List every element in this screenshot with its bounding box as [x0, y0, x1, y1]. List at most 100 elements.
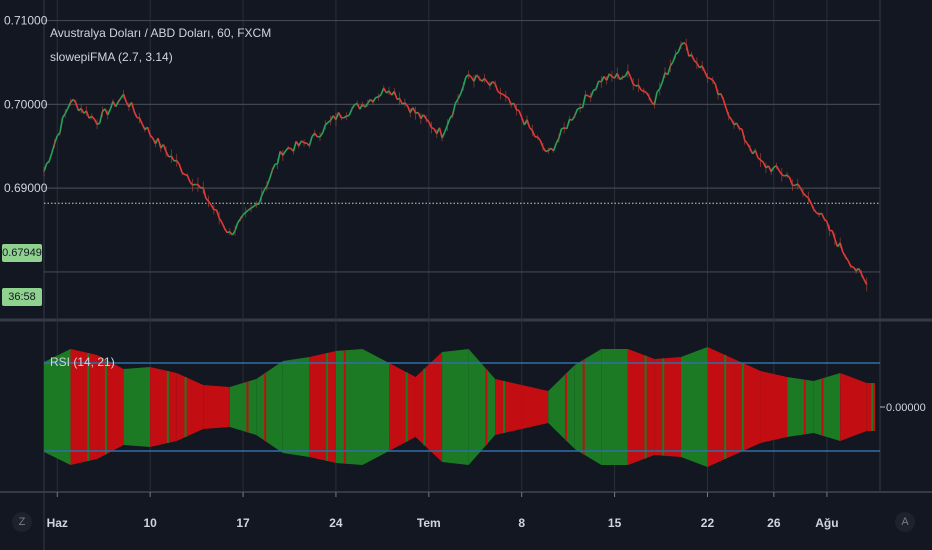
price-line-segment — [507, 97, 512, 106]
price-line-segment — [327, 119, 332, 124]
price-tick-label: 0.71000 — [4, 14, 48, 28]
price-line-segment — [162, 144, 167, 152]
rsi-segment — [548, 365, 575, 449]
price-line-segment — [465, 74, 470, 78]
rsi-segment — [442, 349, 469, 465]
price-line-segment — [593, 88, 597, 92]
price-line-segment — [186, 174, 191, 183]
time-tick-label: 17 — [236, 516, 250, 530]
price-line-segment — [412, 107, 417, 114]
price-line-segment — [683, 41, 687, 46]
price-line-segment — [221, 221, 226, 229]
price-line-segment — [398, 98, 404, 105]
price-line-segment — [242, 211, 247, 216]
price-line-segment — [802, 192, 807, 197]
price-line-segment — [518, 110, 523, 118]
price-line-segment — [619, 76, 624, 81]
rsi-segment — [601, 349, 628, 465]
price-line-segment — [648, 96, 653, 103]
price-line-segment — [746, 143, 751, 149]
price-line-segment — [552, 143, 557, 152]
price-line-segment — [239, 214, 244, 220]
price-line-segment — [59, 117, 64, 134]
price-line-segment — [223, 227, 228, 234]
indicator-legend: slowepiFMA (2.7, 3.14) — [50, 50, 173, 64]
rsi-segment — [150, 367, 177, 447]
price-line-segment — [693, 59, 698, 64]
price-line-segment — [237, 218, 242, 224]
price-line-segment — [207, 200, 212, 206]
rsi-segment — [813, 373, 841, 441]
price-line-segment — [616, 73, 621, 80]
price-line-segment — [117, 97, 122, 103]
price-line-segment — [178, 164, 183, 173]
price-line-segment — [680, 42, 685, 46]
rsi-segment — [707, 347, 735, 467]
price-line-segment — [364, 102, 369, 108]
rsi-legend: RSI (14, 21) — [50, 355, 115, 369]
time-tick-label: Tem — [417, 516, 441, 530]
price-line-segment — [93, 118, 98, 125]
price-line-segment — [308, 136, 313, 147]
price-line-segment — [789, 177, 794, 186]
price-line-segment — [483, 78, 488, 83]
time-tick-label: 24 — [329, 516, 343, 530]
price-line-segment — [577, 107, 581, 110]
rsi-segment — [574, 349, 602, 465]
price-line-segment — [415, 111, 419, 114]
price-line-segment — [383, 87, 388, 94]
rsi-segment — [866, 383, 875, 431]
price-line-segment — [356, 103, 361, 110]
price-line-segment — [189, 181, 194, 186]
price-line-segment — [292, 141, 297, 152]
price-line-segment — [468, 74, 472, 78]
price-line-segment — [88, 115, 93, 119]
price-line-segment — [114, 101, 120, 108]
current-price-tag: 0.67949 — [2, 244, 42, 262]
price-line-segment — [712, 79, 717, 85]
rsi-segment — [362, 349, 390, 465]
price-line-segment — [643, 90, 647, 94]
price-line-segment — [770, 166, 775, 173]
price-line-segment — [661, 72, 666, 83]
timezone-button[interactable]: Z — [12, 512, 32, 532]
countdown-tag: 36:58 — [2, 288, 42, 306]
price-line-segment — [730, 119, 735, 126]
auto-scale-button[interactable]: A — [895, 512, 915, 532]
price-line-segment — [760, 159, 764, 163]
price-line-segment — [815, 212, 820, 216]
price-line-segment — [797, 183, 802, 189]
price-line-segment — [258, 195, 263, 205]
price-line-segment — [728, 115, 733, 120]
price-line-segment — [826, 221, 831, 231]
price-line-segment — [231, 230, 236, 236]
price-line-segment — [658, 81, 664, 90]
price-line-segment — [741, 128, 746, 141]
price-line-segment — [850, 265, 854, 268]
price-line-segment — [778, 170, 783, 176]
price-line-segment — [823, 218, 828, 223]
rsi-segment — [521, 385, 549, 429]
price-line-segment — [701, 65, 706, 73]
rsi-segment — [415, 352, 443, 462]
price-line-segment — [130, 102, 136, 112]
price-line-segment — [520, 117, 526, 126]
price-line-segment — [847, 260, 852, 267]
price-line-segment — [53, 135, 59, 144]
price-line-segment — [372, 97, 377, 103]
price-line-segment — [805, 195, 809, 199]
price-line-segment — [152, 137, 157, 145]
price-line-segment — [640, 89, 645, 92]
price-line-segment — [431, 126, 435, 130]
price-line-segment — [168, 155, 172, 158]
rsi-segment — [97, 355, 124, 459]
price-line-segment — [393, 91, 398, 100]
price-line-segment — [860, 273, 865, 280]
price-line-segment — [571, 115, 576, 121]
time-tick-label: 22 — [701, 516, 715, 530]
price-line-segment — [516, 108, 520, 112]
price-line-segment — [749, 147, 754, 155]
price-line-segment — [337, 111, 342, 119]
price-line-segment — [170, 155, 175, 162]
